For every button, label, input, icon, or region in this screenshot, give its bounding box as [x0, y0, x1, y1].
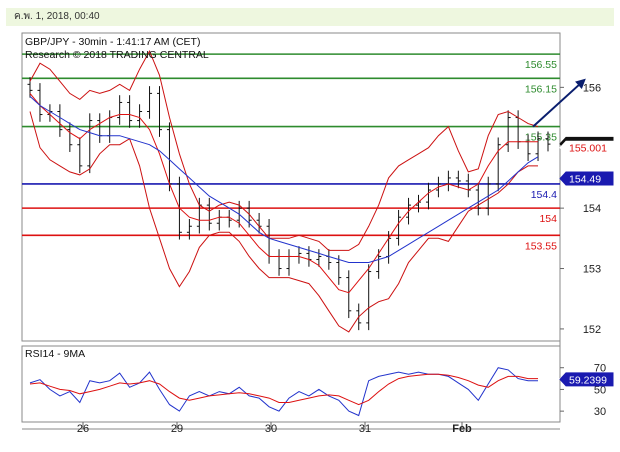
level-label: 155.35	[525, 132, 557, 144]
price-tag: 155.001	[559, 140, 614, 155]
chart-title: GBP/JPY - 30min - 1:41:17 AM (CET)	[25, 36, 200, 48]
x-tick-label: 29	[171, 423, 183, 435]
y-tick-label: 152	[583, 324, 601, 336]
header-bar: ค.พ. 1, 2018, 00:40	[0, 0, 620, 26]
bollinger-lower-line	[29, 111, 538, 333]
rsi-tick-label: 50	[594, 384, 606, 396]
moving-average-line	[29, 96, 539, 263]
rsi-tick-label: 30	[594, 406, 606, 418]
price-tag: 59.2399	[559, 372, 614, 387]
y-ticks-group: 156155154153152705030	[560, 82, 606, 418]
x-ticks-group: 26 29 30 31 Feb	[77, 422, 472, 435]
target-arrow-group	[532, 78, 586, 128]
y-tick-label: 154	[583, 203, 601, 215]
rsi-panel	[21, 345, 561, 423]
price-tag-label: 59.2399	[569, 374, 607, 386]
levels-group: 156.55 156.15 155.35 154.4 154 153.55	[22, 53, 560, 252]
price-panel	[21, 32, 561, 342]
chart-subtitle: Research © 2018 TRADING CENTRAL	[25, 49, 209, 61]
price-tag-label: 154.49	[569, 174, 601, 186]
rsi-title: RSI14 - 9MA	[25, 348, 85, 360]
y-tick-label: 153	[583, 264, 601, 276]
x-tick-label: Feb	[452, 423, 472, 435]
timestamp-label: ค.พ. 1, 2018, 00:40	[14, 11, 100, 22]
rsi-line	[29, 367, 538, 417]
rsi-lines-group	[29, 367, 538, 417]
level-label: 156.15	[525, 83, 557, 95]
bollinger-mid-line	[29, 93, 538, 294]
date-strip	[6, 8, 614, 26]
indicator-lines-group	[29, 49, 539, 333]
price-tag: 154.49	[559, 171, 614, 186]
level-label: 156.55	[525, 59, 557, 71]
x-tick-label: 30	[265, 423, 277, 435]
x-tick-label: 31	[359, 423, 371, 435]
x-tick-label: 26	[77, 423, 89, 435]
level-label: 154.4	[531, 189, 557, 201]
rsi-ma-line	[29, 373, 538, 406]
target-arrow	[532, 78, 586, 128]
bollinger-upper-line	[29, 49, 539, 251]
y-tick-label: 156	[583, 82, 601, 94]
price-tag-label: 155.001	[569, 143, 607, 155]
level-label: 154	[539, 213, 557, 225]
level-label: 153.55	[525, 240, 557, 252]
